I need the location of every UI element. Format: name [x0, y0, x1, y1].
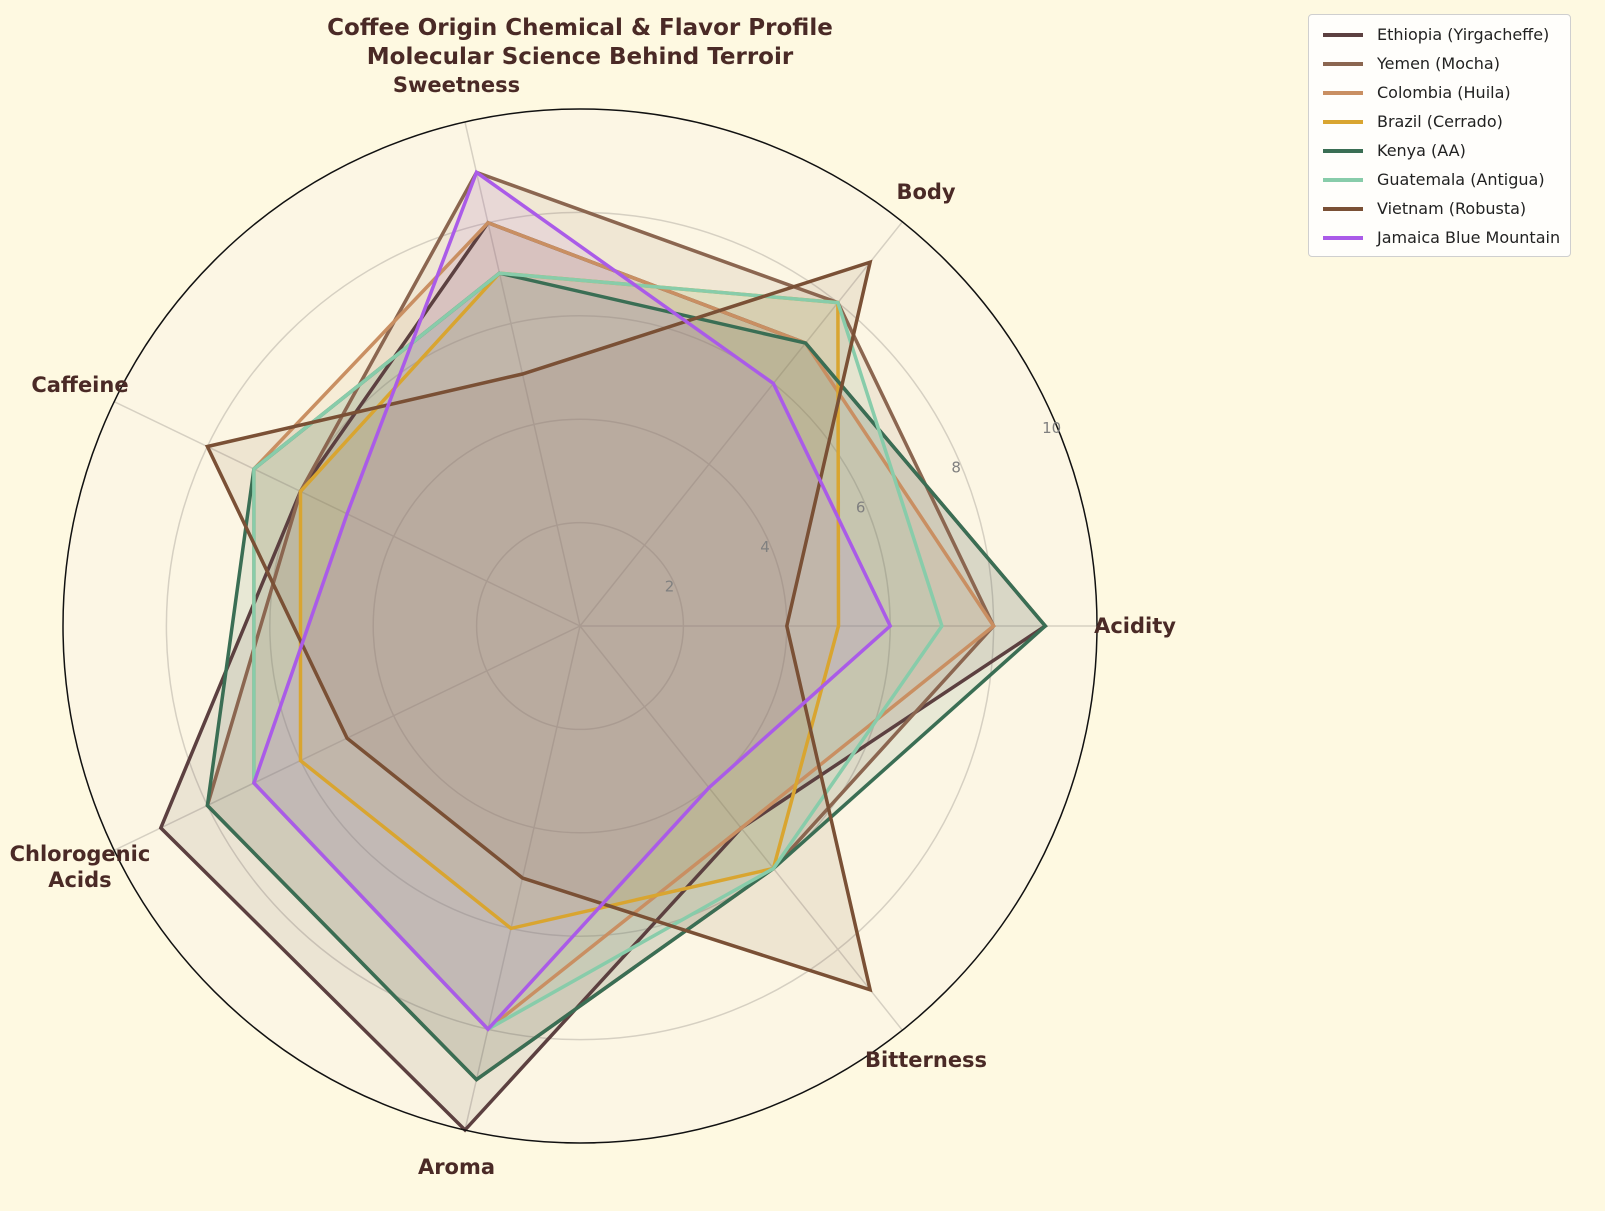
chart-legend: Ethiopia (Yirgacheffe) Yemen (Mocha) Col… — [1308, 14, 1572, 257]
radial-tick-label: 6 — [856, 498, 866, 516]
series-fill — [253, 273, 942, 1030]
series-fill — [207, 172, 994, 1080]
axis-label: Acidity — [1094, 614, 1176, 638]
series-line — [204, 259, 873, 993]
axis-labels: 2 4 6 8 10 Acidity Body Sweetness Caffeine Chloro… — [10, 73, 1177, 1179]
series-fill — [207, 273, 1046, 1080]
legend-swatch — [1323, 32, 1363, 37]
axis-label: Body — [896, 180, 955, 204]
axis-label: Sweetness — [393, 73, 520, 97]
legend-item: Yemen (Mocha) — [1319, 49, 1560, 78]
legend-swatch — [1323, 148, 1363, 153]
legend-label: Ethiopia (Yirgacheffe) — [1377, 25, 1550, 44]
legend-label: Kenya (AA) — [1377, 141, 1466, 160]
legend-swatch — [1323, 61, 1363, 66]
axis-label: Caffeine — [31, 373, 128, 397]
legend-item: Guatemala (Antigua) — [1319, 165, 1560, 194]
axis-label: Chlorogenic Acids — [10, 842, 151, 892]
legend-swatch — [1323, 90, 1363, 95]
legend-item: Kenya (AA) — [1319, 136, 1560, 165]
legend-label: Guatemala (Antigua) — [1377, 170, 1545, 189]
series-line — [252, 271, 944, 1032]
axis-label: Aroma — [418, 1155, 495, 1179]
radar-series — [158, 169, 1048, 1133]
series-fill — [160, 222, 1046, 1131]
radial-tick-label: 10 — [1042, 419, 1061, 437]
radial-tick-label: 2 — [665, 577, 675, 595]
chart-title-line1: Coffee Origin Chemical & Flavor Profile — [327, 15, 833, 41]
series-fill — [253, 172, 891, 1030]
radial-tick-label: 8 — [951, 459, 961, 477]
legend-item: Jamaica Blue Mountain — [1319, 223, 1560, 252]
axis-label: Bitterness — [865, 1048, 987, 1072]
legend-item: Colombia (Huila) — [1319, 78, 1560, 107]
radial-tick-label: 4 — [760, 538, 770, 556]
chart-title: Coffee Origin Chemical & Flavor Profile … — [250, 14, 910, 72]
legend-swatch — [1323, 235, 1363, 240]
series-fill — [300, 273, 839, 929]
legend-label: Yemen (Mocha) — [1377, 54, 1500, 73]
legend-label: Jamaica Blue Mountain — [1377, 228, 1561, 247]
legend-swatch — [1323, 177, 1363, 182]
grid-spoke — [579, 221, 903, 627]
chart-title-line2: Molecular Science Behind Terroir — [366, 44, 794, 70]
legend-label: Colombia (Huila) — [1377, 83, 1511, 102]
series-line — [251, 169, 893, 1032]
series-fill — [253, 222, 994, 1030]
legend-item: Brazil (Cerrado) — [1319, 107, 1560, 136]
legend-swatch — [1323, 119, 1363, 124]
legend-item: Ethiopia (Yirgacheffe) — [1319, 20, 1560, 49]
legend-item: Vietnam (Robusta) — [1319, 194, 1560, 223]
plot-frame — [62, 108, 1098, 1144]
series-line — [205, 271, 1048, 1082]
legend-label: Vietnam (Robusta) — [1377, 199, 1527, 218]
legend-label: Brazil (Cerrado) — [1377, 112, 1503, 131]
legend-swatch — [1323, 206, 1363, 211]
